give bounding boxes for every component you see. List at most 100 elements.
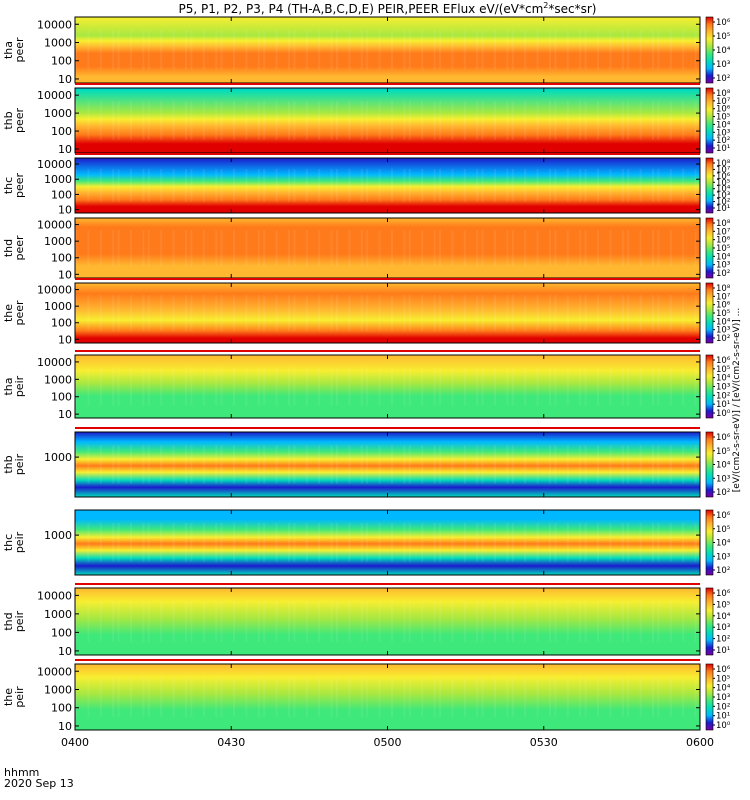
y-tick-label: 10000 <box>37 665 72 678</box>
y-tick-label: 10 <box>58 408 72 421</box>
time-stripe <box>639 601 642 642</box>
time-stripe <box>463 169 466 202</box>
time-stripe <box>421 295 424 331</box>
time-stripe <box>99 295 102 331</box>
time-stripe <box>597 367 599 406</box>
time-stripe <box>463 367 466 406</box>
time-stripe <box>609 677 612 717</box>
time-stripe <box>147 367 150 406</box>
x-axis-date: 2020 Sep 13 <box>4 777 74 790</box>
colorbar-tick-label: 10⁶ <box>716 105 731 115</box>
time-stripe <box>112 101 115 140</box>
time-stripe <box>378 169 381 202</box>
colorbar <box>705 509 714 576</box>
time-stripe <box>378 367 381 406</box>
time-stripe <box>147 230 150 266</box>
time-stripe <box>220 367 223 406</box>
time-stripe <box>87 230 90 266</box>
time-stripe <box>87 445 90 484</box>
gap-stripe <box>75 280 700 282</box>
colorbar-tick-label: 10⁷ <box>716 227 731 237</box>
time-stripe <box>554 523 557 562</box>
time-stripe <box>433 601 436 642</box>
time-stripe <box>160 677 163 717</box>
time-stripe <box>639 367 642 406</box>
time-stripe <box>288 367 290 406</box>
y-tick-label: 10 <box>58 143 72 156</box>
time-stripe <box>245 367 248 406</box>
time-stripe <box>421 445 424 484</box>
time-stripe <box>421 523 424 562</box>
time-stripe <box>621 169 624 202</box>
time-stripe <box>481 295 484 331</box>
time-stripe <box>318 677 321 717</box>
colorbar-tick-label: 10⁵ <box>716 113 730 123</box>
colorbar-tick-label: 10⁵ <box>716 365 730 375</box>
time-stripe <box>336 30 338 70</box>
time-stripe <box>584 295 587 331</box>
colorbar-tick-label: 10² <box>716 136 730 146</box>
time-stripe <box>621 30 624 70</box>
colorbar-tick-label: 10⁶ <box>716 356 731 366</box>
time-stripe <box>536 30 539 70</box>
time-stripe <box>185 677 187 717</box>
time-stripe <box>160 445 163 484</box>
y-tick-label: 10000 <box>37 284 72 297</box>
y-tick-label: 1000 <box>44 373 72 386</box>
time-stripe <box>536 601 539 642</box>
time-stripe <box>652 230 654 266</box>
time-stripe <box>682 230 685 266</box>
time-stripe <box>99 101 102 140</box>
time-stripe <box>694 367 697 406</box>
y-tick-label: 10000 <box>37 356 72 369</box>
time-stripe <box>621 295 624 331</box>
time-stripe <box>494 101 496 140</box>
panel-label: thapeir <box>2 375 26 397</box>
time-stripe <box>305 677 308 717</box>
time-stripe <box>476 295 479 331</box>
time-stripe <box>87 367 90 406</box>
time-stripe <box>190 523 193 562</box>
time-stripe <box>421 601 424 642</box>
time-stripe <box>391 601 393 642</box>
colorbar-tick-label: 10² <box>716 74 730 84</box>
time-stripe <box>682 523 685 562</box>
time-stripe <box>117 445 120 484</box>
colorbar-tick-label: 10⁶ <box>716 236 731 246</box>
time-stripe <box>669 30 672 70</box>
time-stripe <box>257 101 260 140</box>
y-tick-label: 100 <box>51 391 72 404</box>
time-stripe <box>147 523 150 562</box>
colorbar-tick-label: 10¹ <box>716 400 730 410</box>
time-stripe <box>621 523 624 562</box>
time-stripe <box>682 169 685 202</box>
time-stripe <box>481 30 484 70</box>
time-stripe <box>494 677 496 717</box>
y-tick-label: 100 <box>51 702 72 715</box>
time-stripe <box>682 601 685 642</box>
time-stripe <box>609 30 612 70</box>
time-stripe <box>75 601 77 642</box>
time-stripe <box>463 230 466 266</box>
time-stripe <box>263 101 266 140</box>
time-stripe <box>99 677 102 717</box>
time-stripe <box>190 230 193 266</box>
time-stripe <box>694 523 697 562</box>
time-stripe <box>257 295 260 331</box>
time-stripe <box>172 30 175 70</box>
spectrogram-tha-peer <box>75 17 700 83</box>
time-stripe <box>549 230 551 266</box>
time-stripe <box>476 367 479 406</box>
time-stripe <box>318 30 321 70</box>
time-stripe <box>669 367 672 406</box>
time-stripe <box>408 295 411 331</box>
colorbar-tick-label: 10¹ <box>716 646 730 656</box>
time-stripe <box>99 30 102 70</box>
time-stripe <box>378 295 381 331</box>
time-stripe <box>682 295 685 331</box>
colorbar-tick-label: 10³ <box>716 191 730 201</box>
time-stripe <box>275 523 278 562</box>
time-stripe <box>579 445 582 484</box>
time-stripe <box>117 169 120 202</box>
time-stripe <box>202 295 205 331</box>
